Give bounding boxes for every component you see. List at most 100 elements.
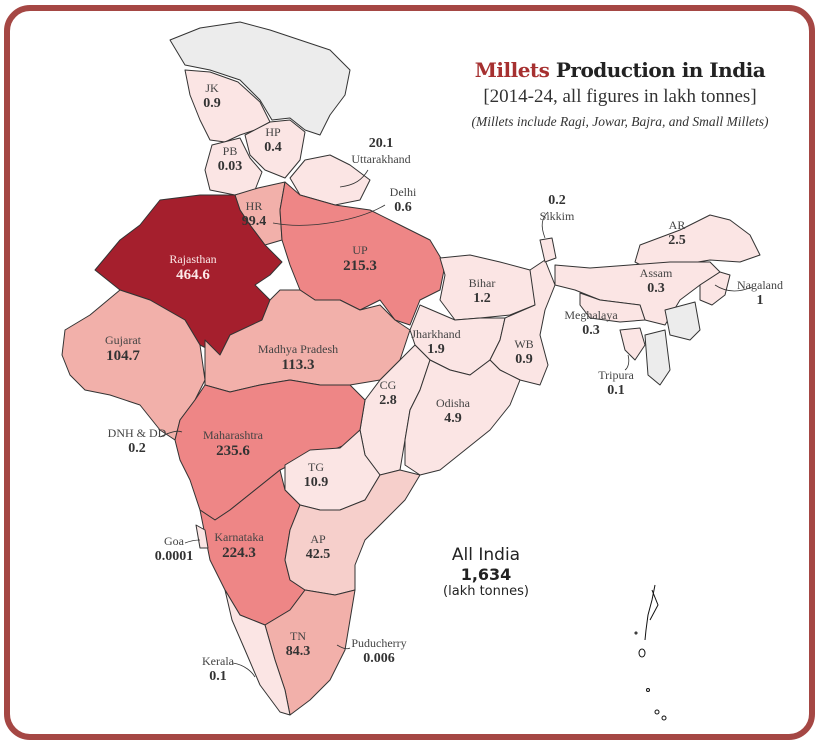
state-value: 2.5 [668,232,686,248]
region-sikkim [539,237,557,263]
chart-title-block: Millets Production in India [2014-24, al… [420,58,820,130]
total-label: All India [451,545,521,565]
state-value: 1.9 [427,341,445,357]
state-name: HP [265,125,281,139]
state-value: 0.3 [647,280,665,296]
state-value: 224.3 [222,544,256,561]
region-wb [489,259,556,386]
state-value: 42.5 [305,546,331,562]
label-hp: HP 0.4 [264,125,282,156]
chart-title: Millets Production in India [420,58,820,82]
label-nagaland: Nagaland 1 [737,278,783,309]
label-assam: Assam 0.3 [639,266,673,297]
label-tripura: Tripura 0.1 [598,368,634,399]
all-india-total: All India 1,634 (lakh tonnes) [443,545,529,599]
chart-subtitle: [2014-24, all figures in lakh tonnes] [483,86,757,107]
state-value: 99.4 [241,213,267,229]
leader-nagaland [714,284,753,292]
state-value: 0.1 [209,668,227,684]
state-name: UP [352,243,368,257]
label-tn: TN 84.3 [285,629,311,660]
state-name: Odisha [436,396,470,410]
andaman-islands [634,584,667,721]
state-name: Sikkim [539,209,575,224]
total-unit: (lakh tonnes) [443,584,529,599]
state-name: Puducherry [351,636,407,650]
state-name: Tripura [598,368,634,382]
region-nagaland [699,271,731,306]
label-gujarat: Gujarat 104.7 [105,333,141,365]
state-value: 235.6 [216,442,250,459]
state-name: PB [222,144,238,158]
state-value: 0.4 [264,139,282,155]
state-name: Assam [639,266,673,280]
region-kerala [224,589,291,716]
state-name: Karnataka [214,530,264,544]
state-name: DNH & DD [107,426,167,440]
label-delhi: Delhi 0.6 [389,185,417,216]
state-name: AP [310,532,326,546]
state-name: TG [308,460,324,474]
label-mp: Madhya Pradesh 113.3 [258,342,338,374]
region-ladakh [169,21,351,136]
state-name: Bihar [468,276,496,290]
label-ap: AP 42.5 [305,532,331,563]
state-name: CG [379,378,397,392]
leader-kerala [232,662,256,678]
label-rajasthan: Rajasthan 464.6 [169,252,217,284]
state-value: 1 [756,292,764,308]
label-hr: HR 99.4 [241,199,267,230]
state-name: Meghalaya [564,308,618,322]
region-mizoram [644,329,671,386]
state-value: 0.006 [363,650,395,666]
leader-sikkim [541,211,549,239]
region-up [279,181,446,326]
label-odisha: Odisha 4.9 [436,396,470,427]
state-value: 0.3 [582,322,600,338]
label-jharkhand: Jharkhand 1.9 [411,327,461,358]
state-name: Nagaland [737,278,783,292]
label-tg: TG 10.9 [303,460,329,491]
state-name: Jharkhand [411,327,461,341]
state-name: Kerala [202,654,234,668]
state-value: 4.9 [444,410,462,426]
label-bihar: Bihar 1.2 [468,276,496,307]
region-ap [284,469,421,596]
state-value: 215.3 [343,257,377,274]
state-value: 84.3 [285,643,311,659]
region-odisha [404,359,521,476]
leader-puducherry [336,644,351,650]
leader-uttarakhand [339,169,369,188]
label-sikkim: 0.2 Sikkim [540,193,575,224]
state-name: Maharashtra [203,428,263,442]
label-meghalaya: Meghalaya 0.3 [564,308,618,339]
leader-dnh [159,430,183,438]
state-value: 10.9 [303,474,329,490]
region-manipur [664,301,701,341]
label-cg: CG 2.8 [379,378,397,409]
state-value: 0.9 [515,351,533,367]
label-dnh-dd: DNH & DD 0.2 [107,426,167,457]
leader-delhi [272,204,386,226]
state-name: Gujarat [105,333,141,347]
title-rest: Production in India [555,58,766,82]
state-value: 113.3 [281,356,315,373]
label-jk: JK 0.9 [203,81,221,112]
region-jk [184,69,271,143]
state-name: Delhi [389,185,417,199]
state-value: 0.03 [217,158,243,174]
state-name: TN [290,629,306,643]
region-meghalaya [579,292,646,323]
state-value: 0.1 [607,382,625,398]
chart-note: (Millets include Ragi, Jowar, Bajra, and… [471,114,769,129]
state-name: JK [205,81,219,95]
region-hp [244,119,306,179]
state-name: Rajasthan [169,252,217,266]
state-value: 464.6 [176,266,210,283]
state-name: HR [245,199,263,213]
region-assam [554,261,721,326]
state-name: Goa [164,534,184,548]
leader-tripura [624,354,630,371]
state-value: 1.2 [473,290,491,306]
